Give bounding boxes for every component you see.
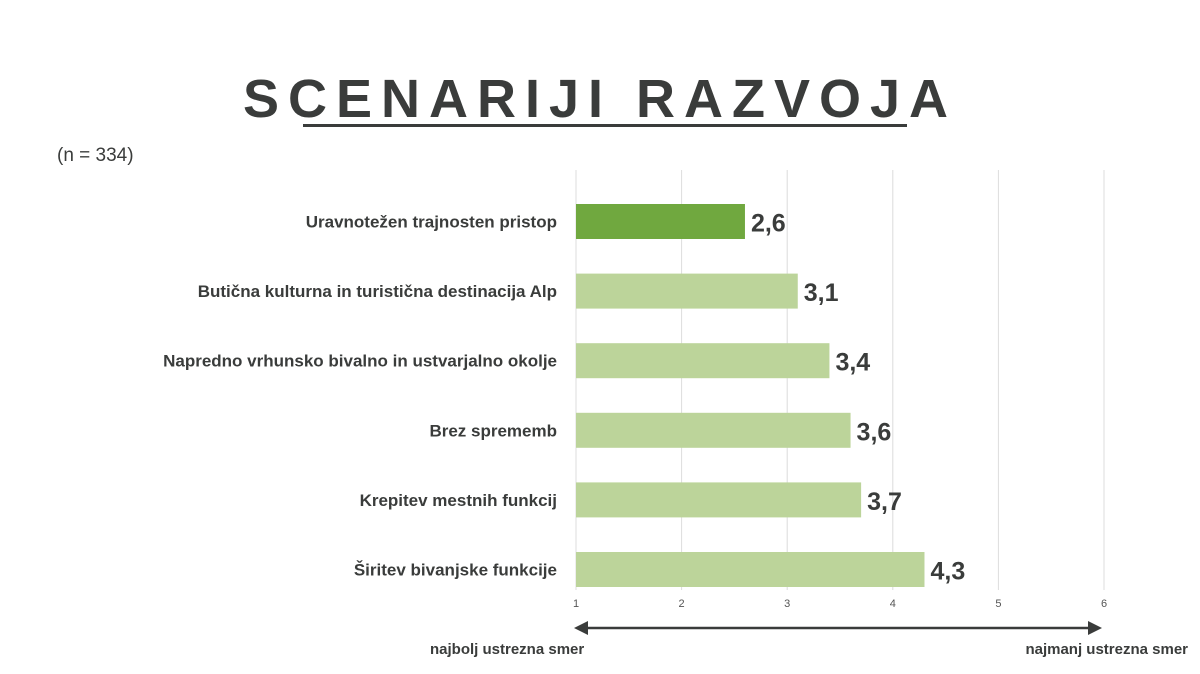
arrow-right-head-icon xyxy=(1088,621,1102,635)
bar xyxy=(576,412,851,448)
x-tick-label: 4 xyxy=(890,598,896,610)
bar xyxy=(576,343,830,379)
category-label: Brez sprememb xyxy=(429,421,557,440)
chart-title: SCENARIJI RAZVOJA xyxy=(242,69,958,129)
best-direction-label: najbolj ustrezna smer xyxy=(430,641,585,658)
bar xyxy=(576,204,745,239)
x-tick-label: 1 xyxy=(573,598,579,610)
value-label: 4,3 xyxy=(930,558,965,586)
category-label: Krepitev mestnih funkcij xyxy=(360,491,557,510)
bar xyxy=(576,552,925,587)
category-label: Širitev bivanjske funkcije xyxy=(354,561,557,580)
worst-direction-label: najmanj ustrezna smer xyxy=(1025,641,1188,658)
x-tick-label: 5 xyxy=(995,598,1001,610)
value-label: 3,1 xyxy=(804,279,839,307)
title-underline xyxy=(303,124,907,127)
category-label: Butična kulturna in turistična destinaci… xyxy=(198,282,557,301)
value-label: 2,6 xyxy=(751,210,786,238)
sample-size-note: (n = 334) xyxy=(57,145,134,166)
category-label: Napredno vrhunsko bivalno in ustvarjalno… xyxy=(163,352,557,371)
value-label: 3,4 xyxy=(835,349,870,377)
x-tick-label: 3 xyxy=(784,598,790,610)
arrow-left-head-icon xyxy=(574,621,588,635)
category-label: Uravnotežen trajnosten pristop xyxy=(306,213,557,232)
value-label: 3,6 xyxy=(857,418,892,446)
bar xyxy=(576,482,862,518)
value-label: 3,7 xyxy=(867,488,902,516)
x-tick-label: 2 xyxy=(679,598,685,610)
bar xyxy=(576,273,798,309)
x-tick-label: 6 xyxy=(1101,598,1107,610)
